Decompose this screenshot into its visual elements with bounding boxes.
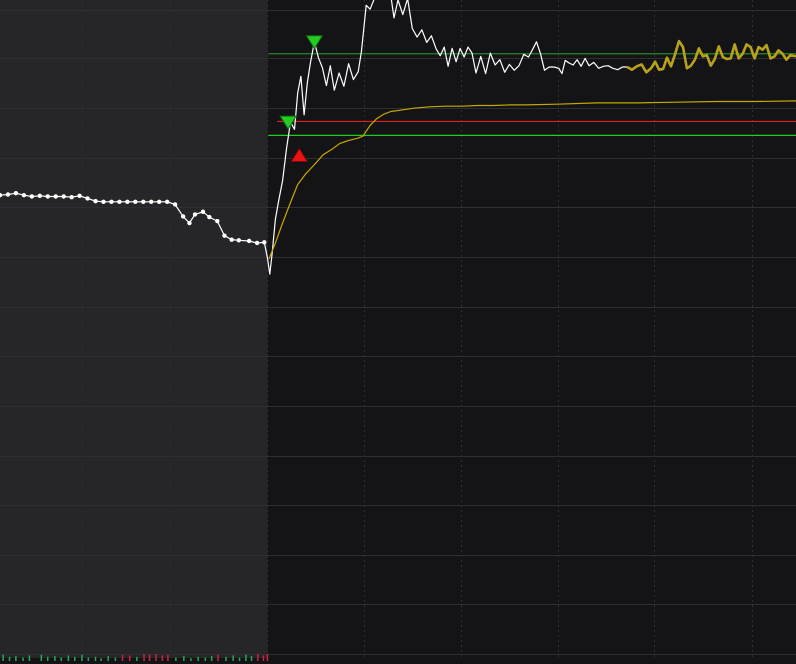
price-point [200, 209, 206, 214]
volume-bars [2, 654, 269, 661]
volume-bar [143, 654, 145, 661]
volume-bar [238, 657, 241, 661]
price-point [229, 237, 234, 242]
volume-bar [250, 656, 253, 661]
series-lines [0, 0, 796, 275]
price-point [21, 192, 27, 198]
price-point [109, 199, 114, 204]
volume-bar [183, 656, 185, 661]
price-point [141, 199, 146, 204]
volume-bar [148, 654, 151, 661]
price-point [149, 199, 154, 204]
price-point [61, 194, 66, 199]
price-point [29, 194, 35, 199]
volume-bar [100, 658, 102, 661]
volume-bar [40, 654, 43, 661]
price-point [207, 214, 212, 220]
volume-bar [46, 656, 49, 661]
volume-bar [266, 654, 269, 661]
price-point [192, 212, 198, 217]
premarket-shading [0, 0, 268, 658]
volume-bar [262, 655, 265, 661]
volume-bar [8, 656, 11, 661]
price-point [246, 238, 252, 244]
volume-bar [74, 656, 76, 661]
price-point [133, 199, 138, 204]
price-point [5, 192, 11, 197]
horizontal-levels [268, 53, 796, 136]
trade-markers [279, 35, 324, 162]
volume-bar [22, 657, 24, 661]
volume-bar [204, 657, 207, 661]
volume-bar [155, 654, 157, 661]
price-point [236, 238, 241, 243]
volume-bar [15, 656, 17, 661]
volume-bar [28, 655, 31, 661]
volume-bar [60, 657, 62, 661]
highlight-line[interactable] [626, 39, 796, 74]
sell-marker[interactable] [305, 35, 324, 50]
volume-bar [121, 654, 124, 661]
volume-bar [161, 655, 164, 661]
sell-marker[interactable] [279, 115, 298, 130]
volume-bar [217, 654, 219, 661]
volume-bar [54, 656, 56, 661]
volume-bar [87, 657, 90, 661]
volume-bar [128, 655, 131, 661]
volume-bar [190, 658, 192, 661]
volume-bar [197, 656, 199, 661]
price-point [222, 233, 227, 238]
volume-bar [67, 655, 70, 661]
price-point [77, 193, 82, 199]
price-point [164, 199, 170, 204]
vwap-line[interactable] [268, 100, 796, 260]
price-point [254, 240, 260, 246]
price-point [13, 190, 19, 196]
volume-bar [167, 654, 169, 661]
price-point [172, 202, 178, 207]
volume-bar [225, 656, 227, 661]
volume-bar [232, 655, 234, 661]
price-point [187, 220, 192, 226]
price-point [101, 199, 106, 204]
price-point [215, 218, 220, 224]
price-point [180, 214, 186, 219]
price-point [0, 192, 3, 198]
price-point [262, 240, 267, 245]
price-point [45, 194, 50, 199]
price-point [125, 199, 130, 204]
volume-bar [114, 657, 117, 661]
price-point [37, 193, 42, 199]
volume-bar [136, 656, 138, 661]
volume-bar [94, 656, 97, 661]
price-point [85, 196, 90, 201]
volume-bar [2, 654, 4, 661]
volume-bar [245, 654, 247, 661]
price-point [93, 198, 98, 204]
buy-marker[interactable] [290, 147, 309, 162]
volume-bar [175, 657, 177, 661]
volume-bar [257, 654, 259, 661]
price-point [157, 199, 162, 204]
volume-bar [107, 656, 109, 661]
volume-bar [210, 656, 213, 661]
price-point [53, 194, 58, 199]
volume-bar [81, 654, 83, 661]
price-point [69, 194, 74, 200]
price-point [117, 199, 122, 204]
